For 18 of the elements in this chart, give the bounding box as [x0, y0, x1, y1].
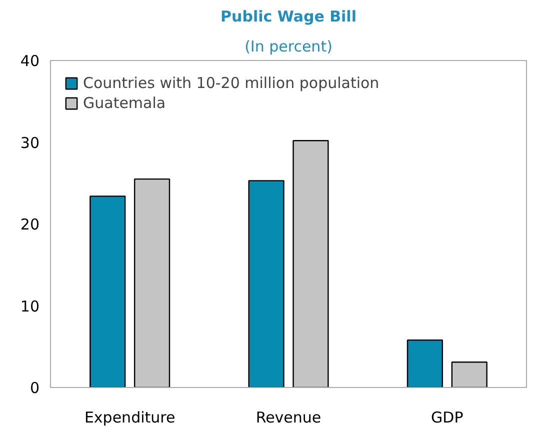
- x-tick-label: Expenditure: [84, 408, 176, 426]
- bar: [406, 339, 444, 388]
- chart-title: Public Wage Bill: [220, 8, 356, 26]
- y-tick-label: 10: [20, 297, 40, 316]
- legend-label: Countries with 10-20 million population: [83, 74, 380, 92]
- bar: [134, 178, 170, 388]
- bar: [451, 362, 488, 388]
- y-tick-label: 20: [20, 216, 40, 234]
- y-tick-label: 30: [20, 134, 40, 152]
- bar: [90, 196, 126, 388]
- legend-label: Guatemala: [83, 94, 166, 112]
- chart-subtitle: (In percent): [244, 38, 332, 56]
- y-tick-label: 0: [30, 379, 40, 397]
- y-tick-label: 40: [20, 52, 40, 70]
- bar: [292, 140, 329, 388]
- x-tick-label: Revenue: [256, 408, 322, 426]
- x-tick-label: GDP: [431, 408, 464, 426]
- bar: [248, 180, 284, 388]
